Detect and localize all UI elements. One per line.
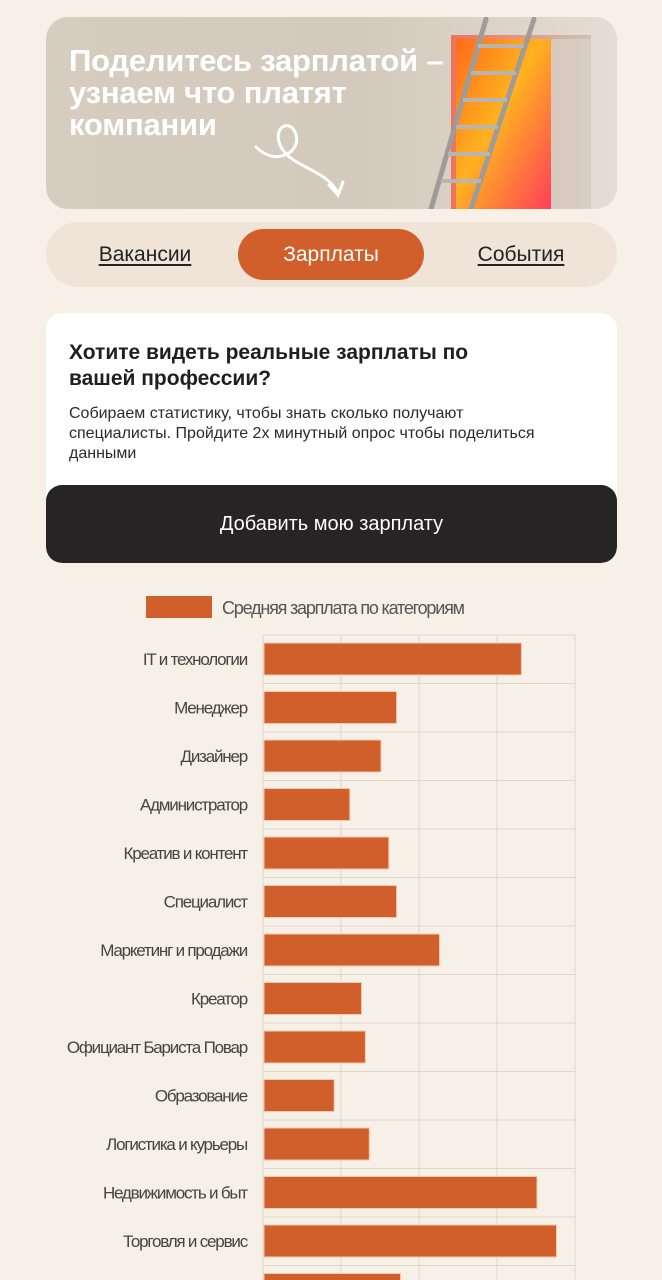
bar	[263, 788, 351, 821]
bar	[263, 1273, 401, 1280]
category-label: IT и технологии	[143, 650, 248, 669]
bar	[263, 1224, 557, 1258]
card-title: Хотите видеть реальные зарплаты по вашей…	[69, 341, 469, 390]
banner-title: Поделитесь зарплатой – узнаем что платят…	[69, 43, 444, 142]
card-description: Собираем статистику, чтобы знать сколько…	[69, 405, 535, 462]
promo-banner[interactable]: Поделитесь зарплатой – узнаем что платят…	[46, 17, 617, 209]
category-label: Менеджер	[174, 699, 248, 718]
bar	[263, 1176, 538, 1209]
salary-survey-card: Хотите видеть реальные зарплаты по вашей…	[46, 313, 617, 563]
bar	[263, 1030, 366, 1064]
ladder-illustration	[254, 17, 591, 209]
bar	[263, 642, 522, 676]
tab-salaries[interactable]: Зарплаты	[238, 229, 424, 280]
salary-bar-chart: Средняя зарплата по категориям IT и техно…	[67, 596, 576, 1280]
section-tabs: Вакансии Зарплаты События	[46, 222, 617, 287]
legend-swatch	[146, 596, 212, 618]
bar	[263, 982, 362, 1015]
bar	[263, 691, 398, 724]
bar	[263, 836, 390, 870]
category-label: Администратор	[140, 796, 248, 815]
add-salary-button[interactable]: Добавить мою зарплату	[46, 485, 617, 563]
bar	[263, 1127, 370, 1161]
tab-vacancies[interactable]: Вакансии	[98, 242, 192, 266]
category-label: Официант Бариста Повар	[67, 1038, 248, 1057]
category-label: Логистика и курьеры	[106, 1135, 248, 1154]
category-label: Образование	[155, 1087, 248, 1106]
bar	[263, 739, 382, 773]
category-label: Специалист	[164, 893, 249, 912]
legend-label: Средняя зарплата по категориям	[222, 598, 465, 618]
category-label: Маркетинг и продажи	[100, 941, 247, 960]
bar	[263, 1079, 335, 1112]
tab-events[interactable]: События	[477, 242, 565, 266]
category-label: Дизайнер	[181, 747, 248, 766]
category-label: Креатор	[191, 990, 248, 1009]
bar	[263, 885, 398, 918]
category-label: Креатив и контент	[124, 844, 249, 863]
category-label: Торговля и сервис	[123, 1232, 249, 1251]
category-label: Недвижимость и быт	[103, 1184, 248, 1203]
bar	[263, 933, 440, 967]
